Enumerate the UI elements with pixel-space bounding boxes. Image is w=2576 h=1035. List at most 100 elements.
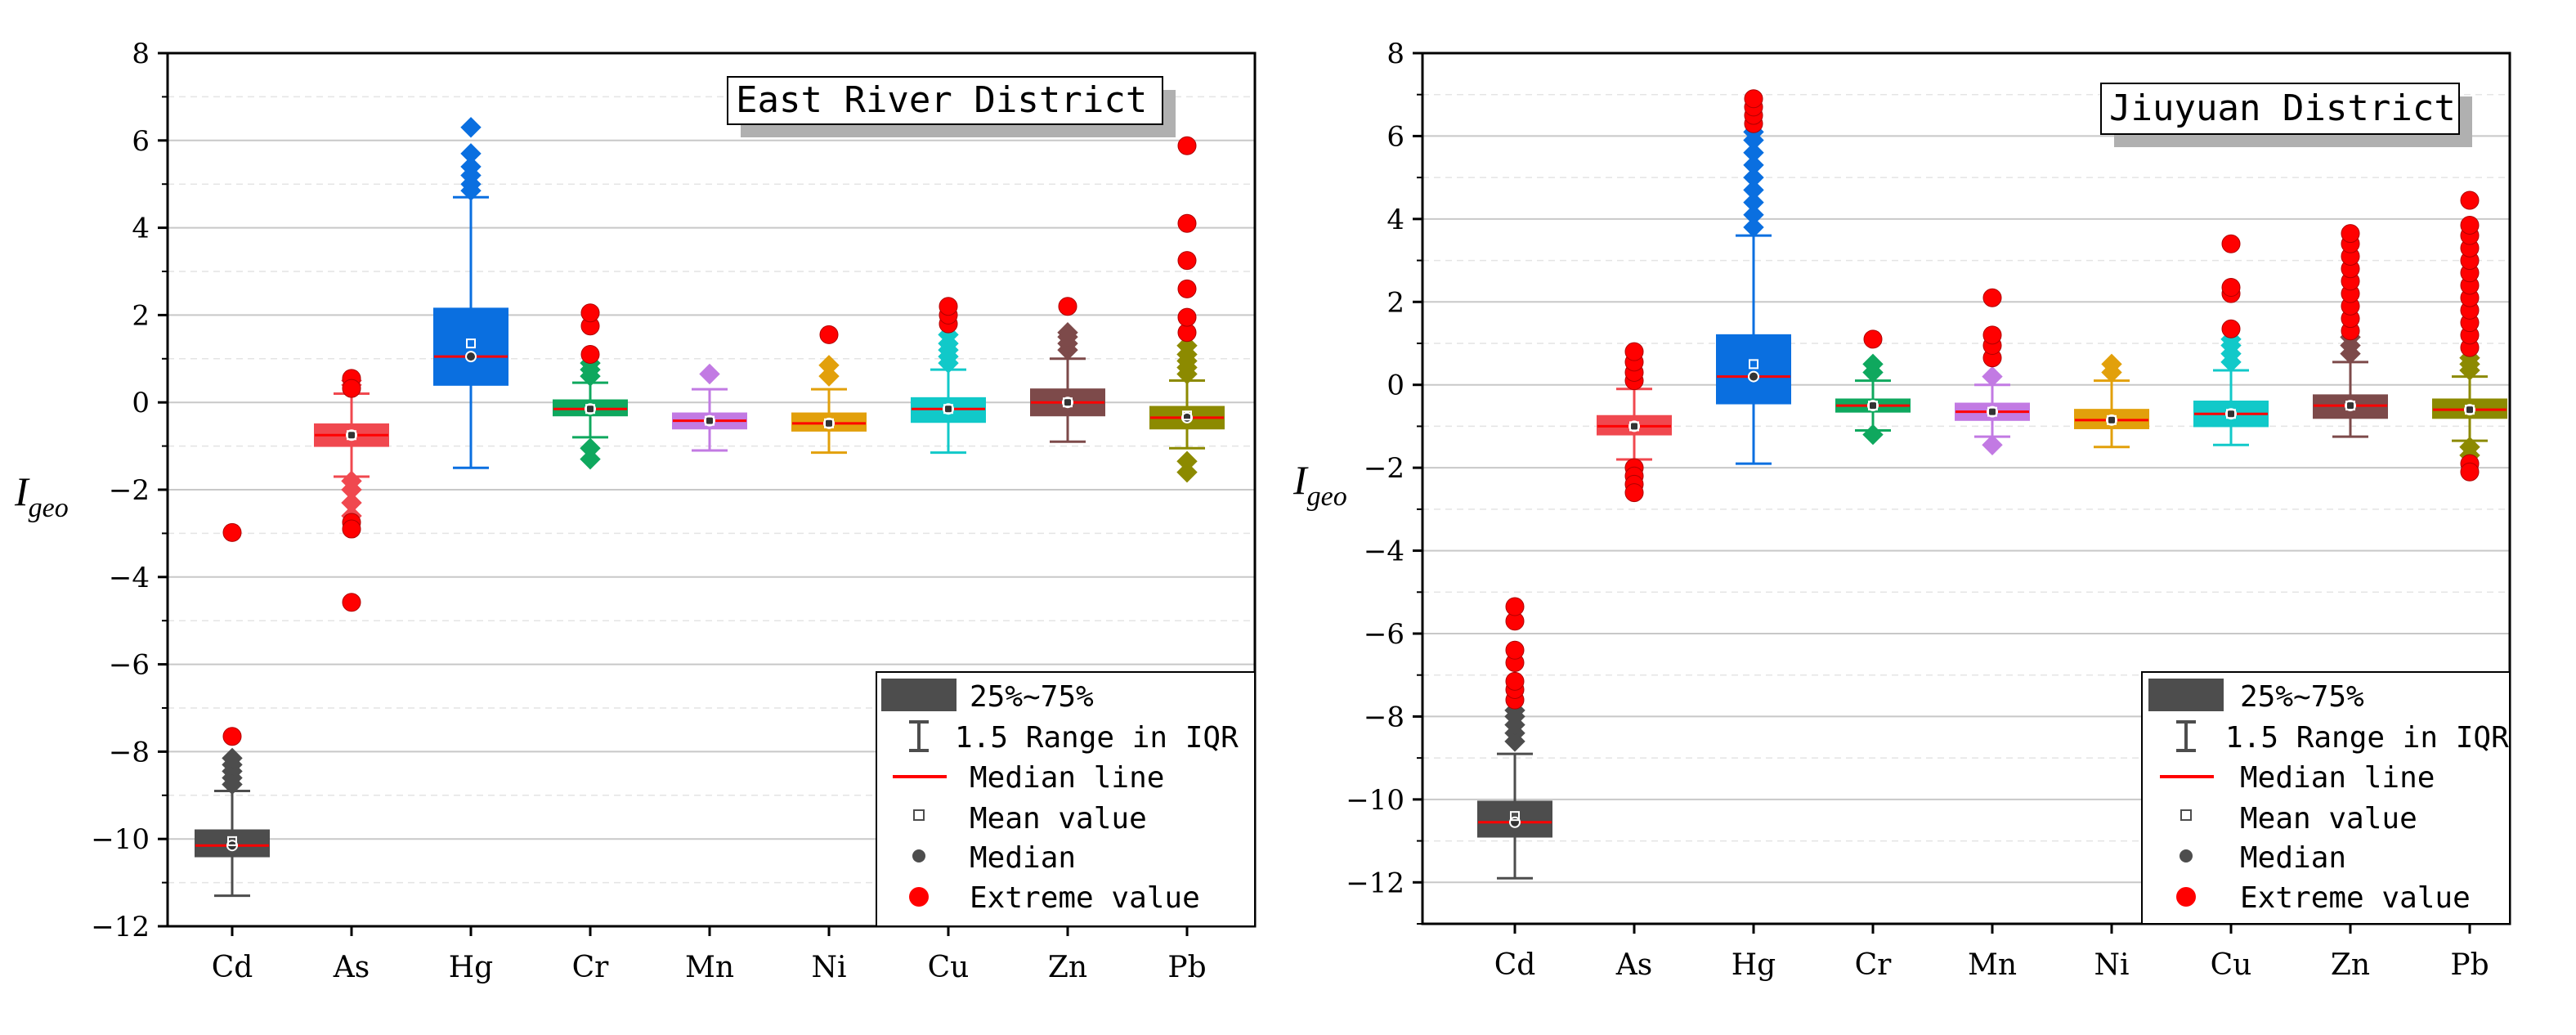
median-point [1749, 372, 1758, 381]
outlier-point [818, 365, 840, 387]
extreme-point [1058, 297, 1077, 316]
y-tick-label: −10 [1346, 784, 1404, 817]
outlier-point [1743, 179, 1764, 201]
x-tick-label: Hg [449, 951, 493, 984]
chart-title: Jiuyuan District [2109, 87, 2456, 129]
y-axis-label-main: I [14, 468, 30, 514]
outlier-point [1743, 204, 1764, 226]
legend-extreme-swatch [909, 887, 929, 907]
extreme-point [2221, 319, 2241, 338]
mean-marker [466, 338, 476, 349]
legend-box-label: 25%~75% [2240, 680, 2364, 714]
legend-extreme-label: Extreme value [970, 881, 1200, 915]
box-ni [2074, 353, 2149, 449]
legend-box-swatch [2148, 679, 2224, 711]
y-tick-label: 0 [132, 387, 150, 419]
box-pb [1149, 136, 1225, 483]
legend-median-label: Median [970, 841, 1076, 875]
median-point [1869, 401, 1877, 410]
box-pb [2432, 190, 2507, 482]
outlier-point [1743, 167, 1764, 188]
extreme-point [342, 379, 361, 398]
y-tick-label: 8 [132, 38, 150, 70]
extreme-point [1177, 213, 1197, 233]
x-ticks: Cd As Hg Cr Mn Ni Cu Zn Pb [1494, 924, 2489, 982]
legend: 25%~75% 1.5 Range in IQR Median line Mea… [2141, 671, 2511, 925]
x-tick-label: Zn [1048, 951, 1087, 984]
y-tick-label: −10 [91, 823, 150, 856]
box-cu [2193, 234, 2269, 446]
legend-mean-swatch [913, 809, 925, 821]
y-axis-label-main: I [1292, 457, 1309, 503]
extreme-point [1177, 279, 1197, 298]
y-tick-label: 6 [132, 125, 150, 158]
mean-marker [1987, 406, 1997, 417]
legend-extreme-swatch [2176, 887, 2196, 907]
extreme-point [1624, 342, 1644, 361]
extreme-point [580, 344, 600, 364]
box-zn [1030, 297, 1105, 443]
extreme-point [222, 522, 242, 542]
x-tick-label: Pb [1167, 951, 1206, 984]
median-point [706, 416, 714, 425]
mean-marker [1510, 811, 1520, 822]
y-tick-label: 8 [1387, 38, 1404, 70]
outlier-point [1176, 335, 1198, 356]
box-cu [911, 297, 986, 455]
legend-box-label: 25%~75% [970, 680, 1094, 714]
plot-frame [1421, 52, 2511, 925]
y-tick-label: −2 [1364, 452, 1404, 485]
x-tick-label: Cu [928, 951, 970, 984]
outlier-point [699, 363, 720, 385]
x-tick-label: Cu [2211, 948, 2252, 982]
box-hg [433, 117, 508, 469]
outlier-point [1982, 434, 2003, 455]
mean-marker [1629, 421, 1639, 432]
box-mn [1955, 288, 2030, 455]
mean-marker [1063, 397, 1073, 408]
outlier-point [1862, 353, 1884, 375]
x-tick-label: Mn [1968, 948, 2017, 982]
y-tick-label: 2 [1387, 286, 1404, 319]
mean-marker [347, 430, 356, 441]
extreme-point [342, 519, 361, 539]
chart-panel-east-river: −12 −10 −8 −6 −4 −2 0 2 4 6 8 Cd As Hg Cr Mn Ni Cu Zn Pb E… [14, 38, 1257, 984]
y-tick-label: −12 [91, 911, 150, 943]
extreme-point [580, 303, 600, 323]
y-tick-label: 6 [1387, 120, 1404, 153]
extreme-point [1982, 325, 2002, 345]
extreme-point [1505, 640, 1525, 660]
median-point [825, 419, 833, 428]
x-tick-label: Cd [1494, 948, 1536, 982]
median-point [1183, 413, 1191, 422]
legend-mean-label: Mean value [970, 802, 1147, 836]
extreme-point [1744, 89, 1763, 109]
extreme-point [819, 325, 839, 344]
legend-median-label: Median [2240, 841, 2346, 875]
y-tick-label: −4 [1364, 535, 1404, 568]
x-tick-label: Ni [811, 951, 846, 984]
legend-whisker-label: 1.5 Range in IQR [955, 721, 1239, 755]
outlier-point [1176, 461, 1198, 483]
box-as [314, 369, 389, 612]
median-point [2227, 410, 2235, 419]
title-box [727, 76, 1163, 125]
mean-marker [227, 836, 237, 846]
x-ticks: Cd As Hg Cr Mn Ni Cu Zn Pb [212, 926, 1207, 984]
mean-marker [705, 415, 715, 426]
y-tick-label: −6 [109, 649, 150, 682]
outlier-point [1862, 423, 1884, 446]
legend-frame [876, 671, 1256, 927]
y-tick-label: −8 [109, 736, 150, 768]
box-cr [1835, 329, 1911, 446]
extreme-point [1624, 483, 1644, 503]
extreme-point [2221, 234, 2241, 253]
box-ni [791, 325, 867, 455]
y-tick-label: −6 [1364, 618, 1404, 651]
median-point [467, 352, 475, 361]
mean-marker [1868, 401, 1878, 411]
extreme-point [1982, 288, 2002, 307]
y-tick-label: 0 [1387, 370, 1404, 402]
legend-whisker-icon [2176, 720, 2196, 752]
extreme-point [222, 727, 242, 746]
